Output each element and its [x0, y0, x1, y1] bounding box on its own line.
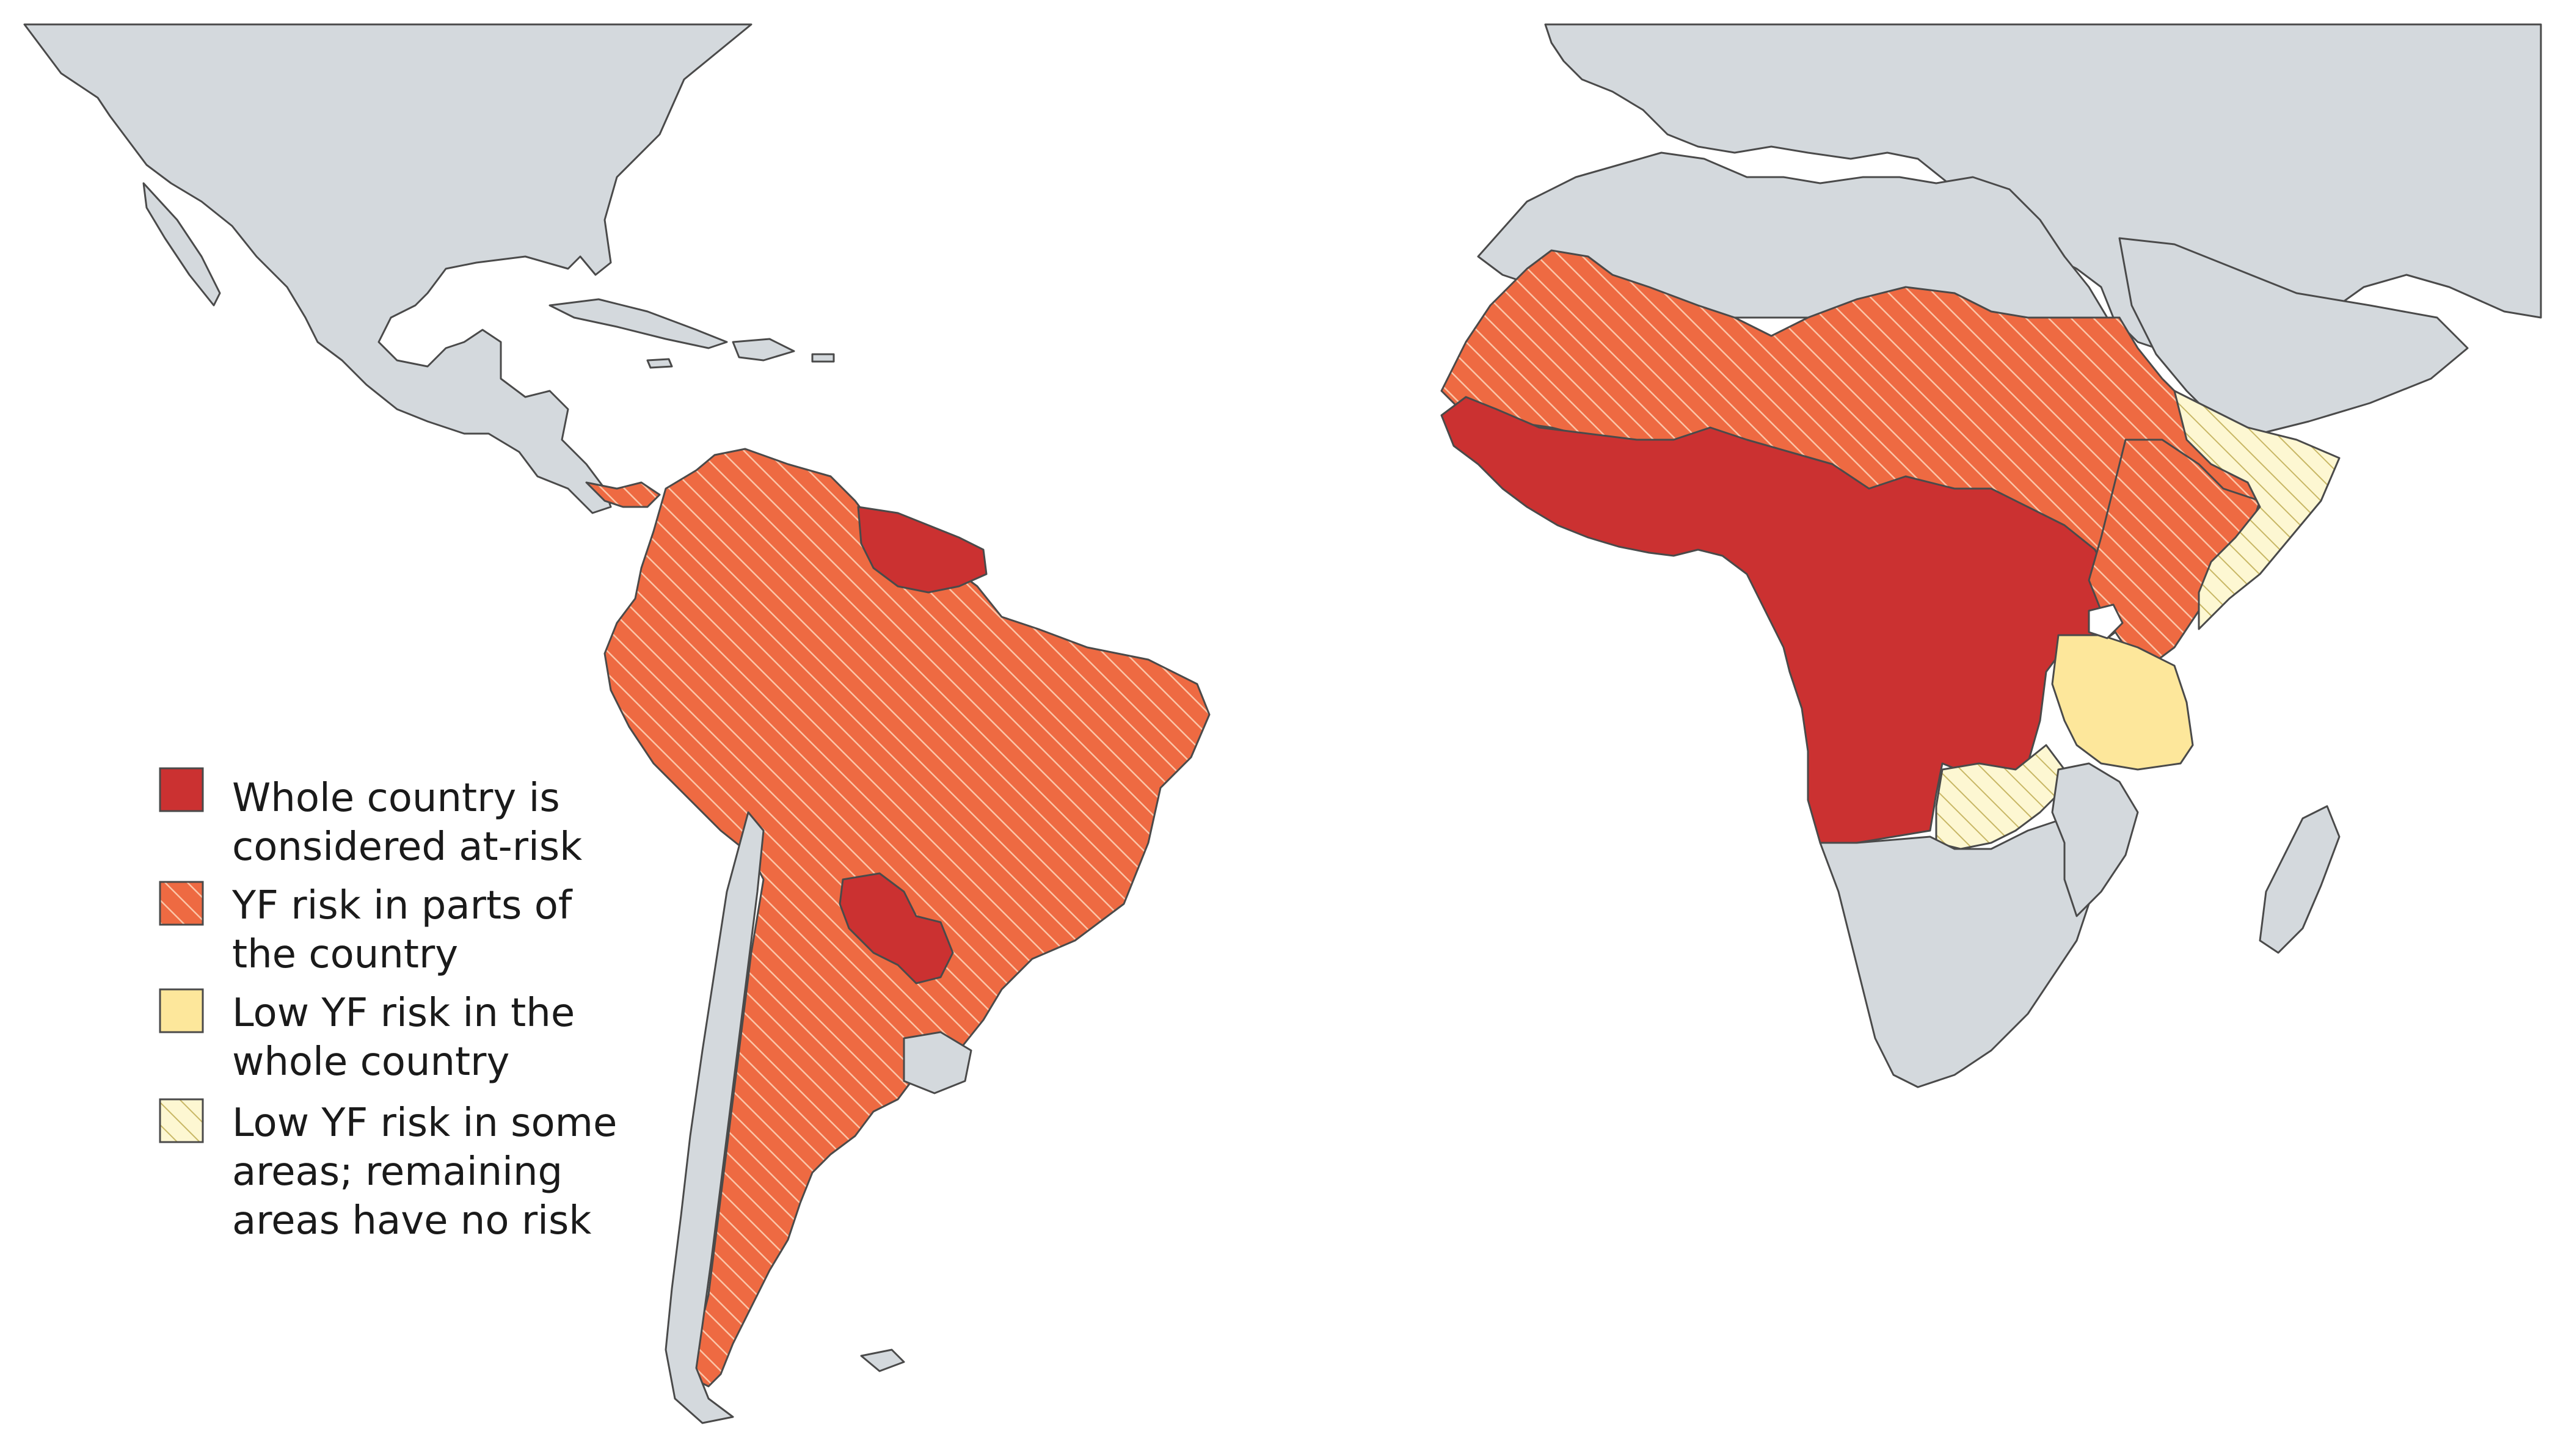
chile — [665, 811, 765, 1424]
madagascar — [2259, 805, 2341, 954]
paraguay — [839, 872, 954, 985]
baja-california — [142, 182, 221, 307]
cuba — [548, 298, 728, 349]
legend-label-low-risk-whole-line2: whole country — [232, 1039, 509, 1085]
southern-africa — [1819, 817, 2102, 1088]
legend: Whole country is considered at-risk YF r… — [159, 767, 617, 1243]
legend-label-low-risk-some-line1: Low YF risk in some — [232, 1101, 617, 1146]
legend-item-whole-country: Whole country is considered at-risk — [159, 767, 582, 870]
uruguay — [903, 1031, 972, 1094]
legend-swatch-low-risk-some — [159, 1098, 204, 1143]
legend-label-low-risk-some-line2: areas; remaining — [232, 1149, 563, 1195]
legend-label-partial-risk-line1: YF risk in parts of — [231, 883, 573, 928]
legend-swatch-whole-country — [159, 767, 204, 812]
legend-swatch-partial-risk — [159, 881, 204, 926]
legend-label-whole-country-line2: considered at-risk — [232, 824, 582, 870]
legend-label-low-risk-whole-line1: Low YF risk in the — [232, 991, 575, 1036]
guianas — [857, 506, 988, 594]
lake-victoria — [2088, 603, 2124, 639]
arabian-peninsula — [2118, 237, 2469, 435]
tanzania-low-whole — [2051, 634, 2194, 771]
legend-item-partial-risk: YF risk in parts of the country — [159, 881, 573, 977]
mozambique — [2051, 762, 2139, 917]
puerto-rico — [811, 353, 835, 363]
americas — [23, 23, 1211, 1424]
somalia-low-some — [2173, 390, 2341, 630]
falklands — [860, 1349, 905, 1372]
legend-item-low-risk-whole: Low YF risk in the whole country — [159, 988, 575, 1085]
hispaniola — [732, 338, 795, 362]
jamaica — [646, 358, 673, 369]
legend-item-low-risk-some: Low YF risk in some areas; remaining are… — [159, 1098, 617, 1243]
legend-label-partial-risk-line2: the country — [232, 932, 458, 977]
legend-label-whole-country-line1: Whole country is — [232, 776, 560, 821]
africa-eurasia — [1440, 23, 2542, 1088]
panama — [585, 481, 661, 508]
north-america-land — [23, 23, 752, 514]
legend-swatch-low-risk-whole — [159, 988, 204, 1033]
legend-label-low-risk-some-line3: areas have no risk — [232, 1198, 591, 1243]
